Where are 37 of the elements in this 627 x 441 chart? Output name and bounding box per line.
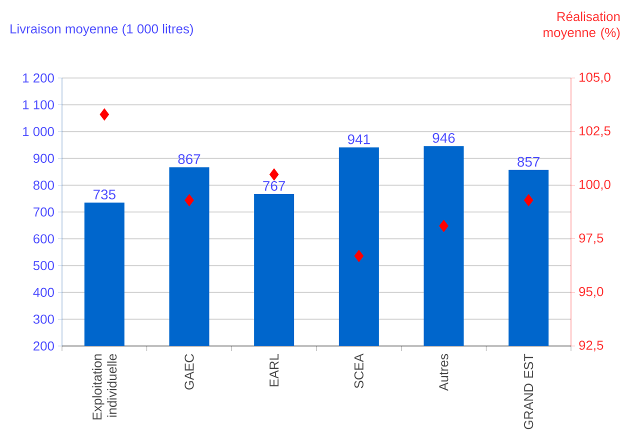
y-tick-label: 200 bbox=[34, 341, 54, 351]
y-tick-label: 400 bbox=[33, 288, 54, 297]
y2-tick-label: 95,0 bbox=[579, 287, 604, 298]
x-tick-label: EARL bbox=[270, 354, 279, 386]
x-tick-label: GAEC bbox=[184, 354, 194, 390]
y2-axis-title: Réalisation moyenne (%) bbox=[544, 12, 620, 40]
y-tick-label: 600 bbox=[34, 234, 54, 244]
y2-tick-label: 92,5 bbox=[579, 340, 604, 352]
point bbox=[439, 220, 448, 232]
y-tick-label: 1 200 bbox=[23, 73, 54, 83]
y-axis-title: Livraison moyenne (1 000 litres) bbox=[10, 24, 193, 36]
data-label: 941 bbox=[348, 134, 370, 144]
point bbox=[184, 194, 194, 206]
data-label: 735 bbox=[94, 190, 116, 200]
point bbox=[354, 250, 364, 262]
data-label: 857 bbox=[518, 156, 540, 167]
data-label: 867 bbox=[178, 154, 200, 164]
y-tick-label: 1 100 bbox=[23, 100, 54, 110]
y-tick-label: 500 bbox=[33, 261, 54, 270]
y-tick-label: 700 bbox=[34, 207, 54, 217]
data-label: 767 bbox=[263, 180, 286, 191]
point bbox=[524, 194, 534, 206]
y2-tick-label: 100,0 bbox=[580, 180, 610, 191]
y2-tick-label: 97,5 bbox=[579, 233, 604, 244]
data-label: 946 bbox=[432, 132, 455, 143]
y-tick-label: 800 bbox=[33, 180, 54, 190]
x-tick-label: GRAND EST bbox=[524, 354, 534, 430]
x-tick-label: Autres bbox=[439, 354, 448, 391]
y-tick-label: 1 000 bbox=[23, 127, 54, 136]
y2-tick-label: 105,0 bbox=[580, 72, 610, 84]
x-tick-label: Exploitation individuelle bbox=[92, 354, 117, 420]
y-tick-label: 900 bbox=[33, 154, 54, 163]
x-tick-label: SCEA bbox=[354, 354, 364, 388]
point bbox=[269, 168, 279, 181]
y-tick-label: 300 bbox=[33, 314, 54, 324]
point bbox=[100, 108, 110, 121]
y2-tick-label: 102,5 bbox=[580, 126, 610, 137]
